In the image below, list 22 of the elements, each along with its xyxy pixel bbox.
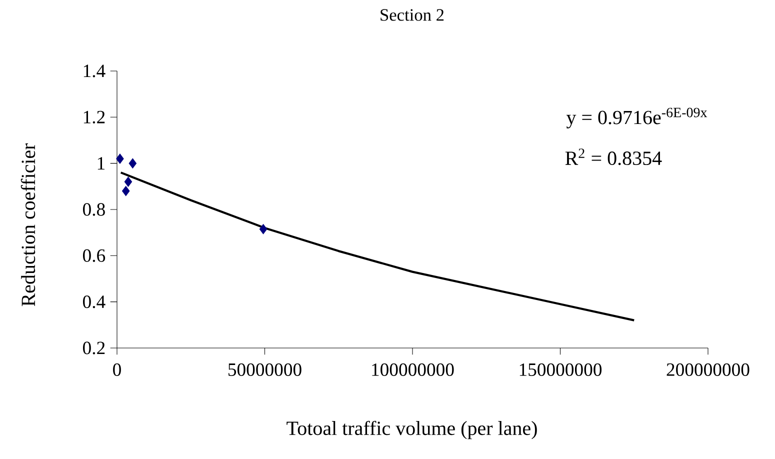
- y-tick-label: 1.2: [84, 110, 105, 124]
- x-tick-label: 100000000: [372, 363, 454, 376]
- point: [124, 176, 132, 187]
- chart-title: Section 2: [380, 9, 444, 21]
- x-tick-label: 200000000: [666, 363, 750, 376]
- y-tick-label: 1: [98, 157, 105, 170]
- x-axis-title: Totoal traffic volume (per lane): [286, 420, 537, 440]
- x-tick-label: 50000000: [228, 363, 302, 376]
- point: [128, 158, 137, 168]
- y-tick-label: 0.2: [83, 342, 105, 354]
- point: [259, 224, 268, 234]
- point: [122, 186, 130, 196]
- annotation: y = 0.9716e$^{-6E-09x}$: [566, 108, 708, 128]
- y-tick-label: 0.4: [83, 295, 106, 308]
- y-tick-label: 0.6: [83, 249, 106, 262]
- y-tick-label: 0.8: [83, 203, 105, 216]
- y-tick-label: 1.4: [84, 64, 106, 78]
- y-axis-title: Reduction coefficier: [20, 143, 36, 306]
- annotation: R$^{2}$ = 0.8354: [565, 148, 662, 166]
- point: [116, 154, 124, 164]
- x-tick-label: 0: [113, 363, 121, 376]
- x-tick-label: 150000000: [520, 363, 602, 376]
